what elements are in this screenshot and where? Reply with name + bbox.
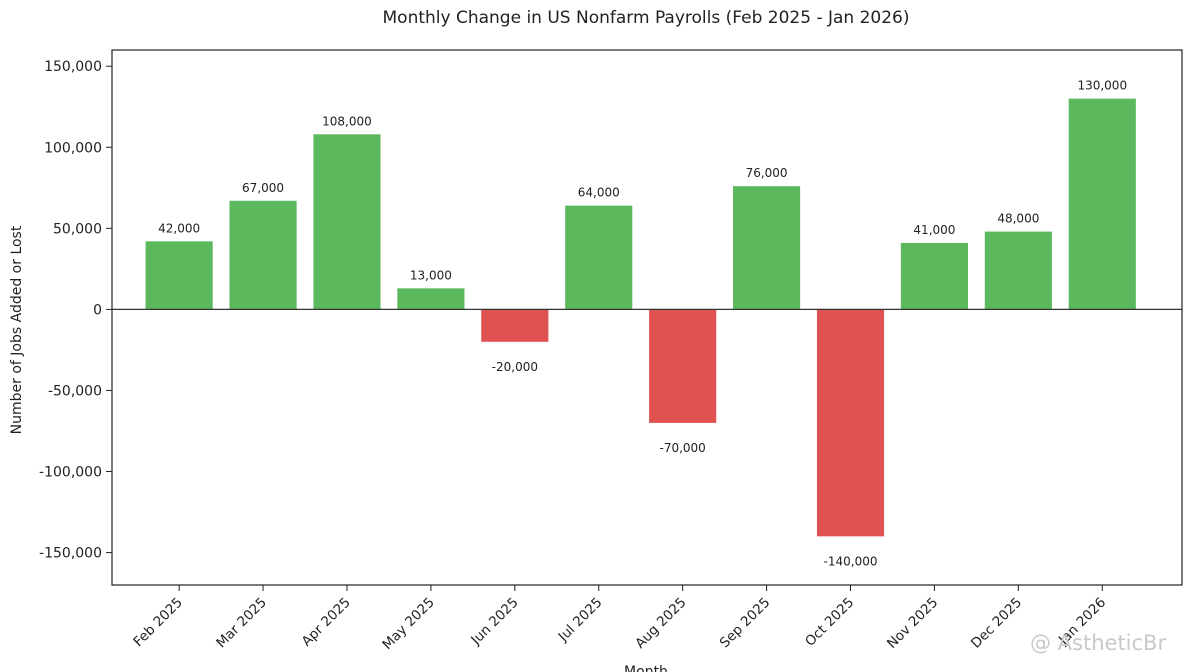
bar-jan-2026 [1068,98,1136,310]
y-tick-label: -100,000 [39,465,102,481]
bar-oct-2025 [816,309,885,537]
x-tick-label: Apr 2025 [299,595,354,650]
x-tick-label: Jul 2025 [555,595,606,646]
data-label: -70,000 [660,441,706,455]
data-label: 13,000 [410,268,452,282]
x-tick-label: Sep 2025 [717,595,774,652]
bar-feb-2025 [145,241,213,310]
chart-title: Monthly Change in US Nonfarm Payrolls (F… [383,8,910,28]
x-tick-label: Feb 2025 [130,595,186,651]
watermark-text: @ AstheticBr [1030,631,1166,655]
bar-jul-2025 [565,205,633,310]
bar-mar-2025 [229,200,297,310]
x-tick-label: Oct 2025 [802,595,857,650]
bar-nov-2025 [900,242,968,310]
bar-dec-2025 [984,231,1052,310]
x-tick-label: Jun 2025 [467,595,521,649]
data-label: 64,000 [578,186,620,200]
x-tick-label: Mar 2025 [213,595,270,652]
bar-jun-2025 [481,309,549,342]
data-label: 48,000 [997,212,1039,226]
data-label: 67,000 [242,181,284,195]
plot-frame [111,49,1183,586]
y-tick-label: 50,000 [53,221,102,237]
y-tick-label: -150,000 [39,546,102,562]
data-label: -140,000 [824,554,878,568]
bar-apr-2025 [313,134,381,310]
bar-aug-2025 [649,309,717,423]
y-tick-label: 0 [93,302,102,318]
data-label: 130,000 [1077,79,1127,93]
x-axis-label: Month [624,664,668,672]
y-tick-label: -50,000 [48,383,102,399]
x-tick-label: Aug 2025 [632,595,689,652]
bar-sep-2025 [733,186,801,310]
x-tick-label: Dec 2025 [968,595,1025,652]
data-label: 76,000 [746,166,788,180]
data-label: 108,000 [322,114,372,128]
y-axis-label: Number of Jobs Added or Lost [9,225,25,434]
x-tick-label: May 2025 [379,595,437,653]
data-label: -20,000 [492,360,538,374]
data-label: 41,000 [913,223,955,237]
x-tick-label: Nov 2025 [884,595,941,652]
y-tick-label: 150,000 [44,59,102,75]
plot-area: 150,000 100,000 50,000 0 -50,000 -100,000 -150… [39,49,1183,653]
data-label: 42,000 [158,221,200,235]
bar-may-2025 [397,288,465,310]
y-tick-label: 100,000 [44,140,102,156]
